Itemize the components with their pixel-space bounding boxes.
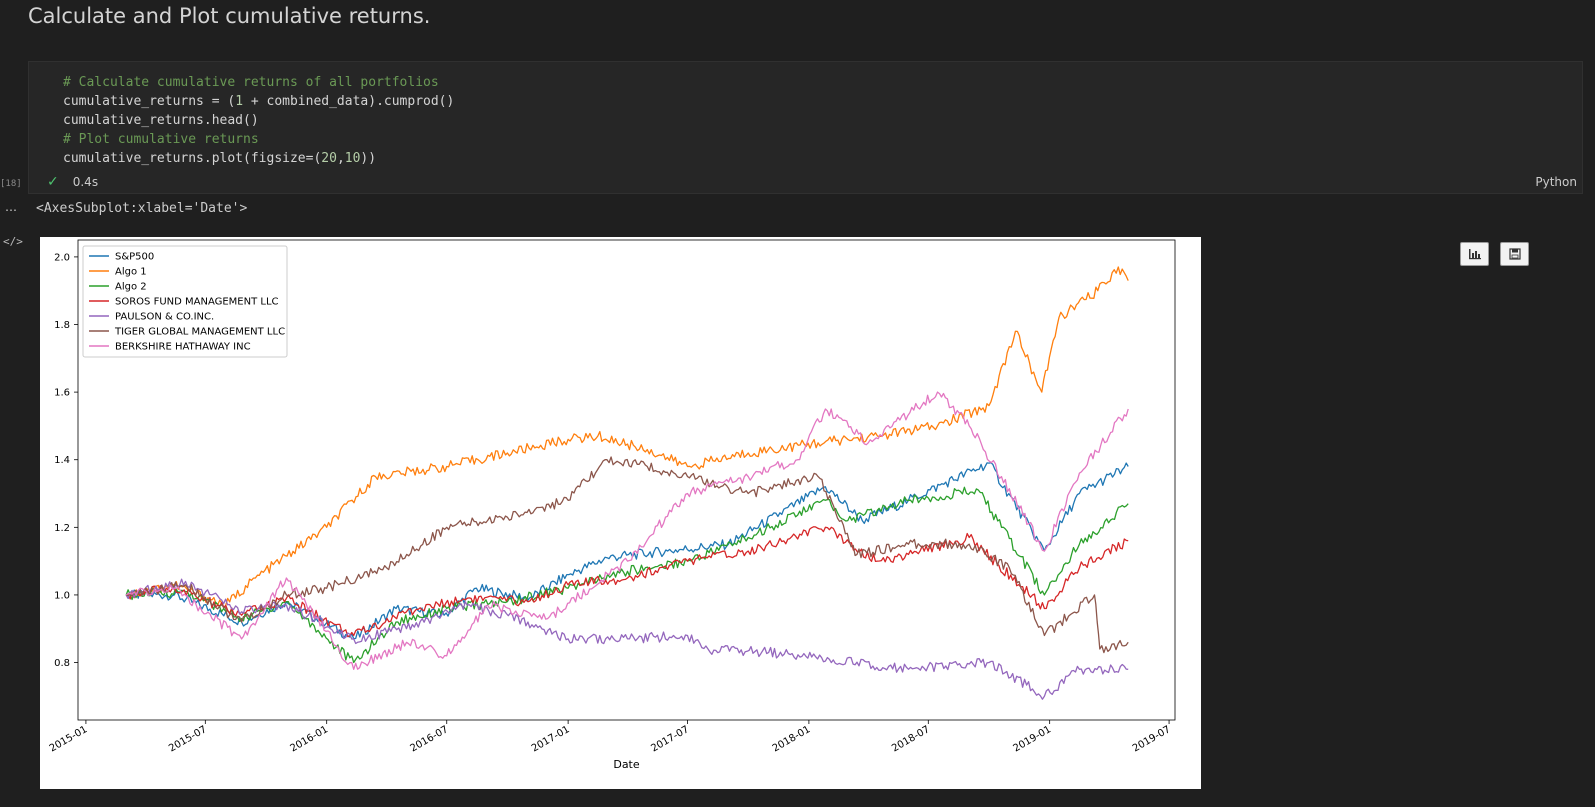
legend-label: PAULSON & CO.INC. [115,312,214,323]
cumulative-returns-chart: 0.8 1.0 1.2 1.4 1.6 1.8 2.0 2015-01 2015-07 2016-… [48,239,1176,771]
bar-chart-button[interactable] [1460,242,1489,266]
x-tick-label: 2017-07 [649,724,691,754]
chart-figure: 0.8 1.0 1.2 1.4 1.6 1.8 2.0 2015-01 2015-07 2016-… [40,237,1201,789]
legend-label: S&P500 [115,252,154,263]
code-line: # Calculate cumulative returns of all po… [63,73,454,92]
y-tick-label: 2.0 [54,252,70,263]
language-selector[interactable]: Python [1535,175,1577,189]
y-tick-label: 1.6 [54,388,70,399]
bar-chart-icon [1468,249,1481,260]
series-line [126,526,1129,638]
code-token: cumulative_returns = ( [63,94,236,109]
legend-label: Algo 1 [115,267,147,278]
code-line: cumulative_returns.head() [63,111,454,130]
code-token: 10 [344,151,361,166]
x-tick-label: 2016-01 [288,724,330,754]
code-token: )) [360,151,377,166]
series-line [125,486,1129,664]
output-text: <AxesSubplot:xlabel='Date'> [36,201,248,216]
series-line [125,462,1129,640]
code-token: 1 [235,94,244,109]
x-tick-label: 2018-01 [771,724,813,754]
y-tick-label: 1.0 [54,590,70,601]
plot-area-frame [77,239,1176,721]
code-brackets-icon[interactable]: </> [3,235,23,248]
legend-label: BERKSHIRE HATHAWAY INC [115,342,251,353]
execution-count: [18] [0,179,22,189]
y-tick-label: 1.2 [54,523,70,534]
series-line [125,391,1129,670]
code-line: cumulative_returns.plot(figsize=(20,10)) [63,149,454,168]
x-tick-label: 2019-01 [1011,724,1053,754]
checkmark-icon: ✓ [47,174,59,190]
code-token: # Calculate cumulative returns of all po… [63,75,439,90]
x-tick-label: 2015-01 [48,724,90,754]
x-tick-label: 2017-01 [530,724,572,754]
code-token: cumulative_returns.head() [63,113,259,128]
code-token: 20 [321,151,337,166]
code-cell[interactable]: # Calculate cumulative returns of all po… [28,61,1583,194]
execution-time: 0.4s [72,175,99,189]
code-token: + combined_data).cumprod() [243,94,455,109]
x-tick-label: 2016-07 [409,724,451,754]
series-line [125,578,1129,700]
legend-label: Algo 2 [115,282,147,293]
code-token: , [336,151,345,166]
x-axis-label: Date [613,758,640,771]
x-tick-label: 2015-07 [167,724,209,754]
y-tick-label: 1.8 [54,320,70,331]
code-token: # Plot cumulative returns [63,132,259,147]
legend-box [82,245,288,358]
legend-label: TIGER GLOBAL MANAGEMENT LLC [114,327,285,338]
save-button[interactable] [1500,242,1529,266]
code-token: cumulative_returns.plot(figsize=( [63,151,322,166]
legend-label: SOROS FUND MANAGEMENT LLC [115,297,279,308]
cell-status: ✓ 0.4s [47,174,98,190]
ellipsis-icon[interactable]: … [5,200,18,214]
page-title: Calculate and Plot cumulative returns. [28,4,431,28]
series-line [126,266,1129,610]
x-tick-label: 2018-07 [890,724,932,754]
code-line: cumulative_returns = (1 + combined_data)… [63,92,454,111]
y-tick-label: 0.8 [54,658,70,669]
code-editor[interactable]: # Calculate cumulative returns of all po… [63,73,454,168]
y-tick-label: 1.4 [54,455,70,466]
x-tick-label: 2019-07 [1131,724,1173,754]
save-icon [1508,248,1521,260]
code-line: # Plot cumulative returns [63,130,454,149]
